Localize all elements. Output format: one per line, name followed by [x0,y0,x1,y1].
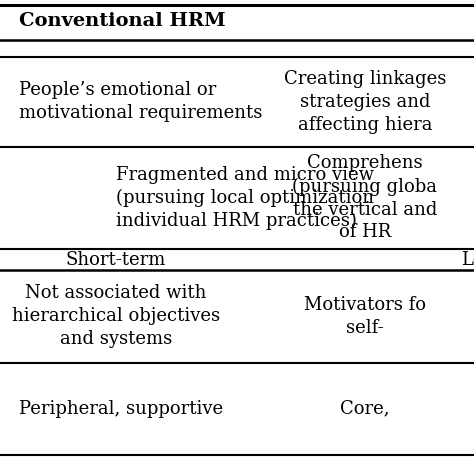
Text: Core,: Core, [340,400,390,418]
Text: Peripheral, supportive: Peripheral, supportive [19,400,223,418]
Text: People’s emotional or
motivational requirements: People’s emotional or motivational requi… [19,82,262,122]
Text: Not associated with
hierarchical objectives
and systems: Not associated with hierarchical objecti… [12,284,220,348]
Text: Creating linkages
strategies and
affecting hiera: Creating linkages strategies and affecti… [284,70,446,134]
Text: Fragmented and micro view
(pursuing local optimization
individual HRM practices): Fragmented and micro view (pursuing loca… [116,165,374,230]
Text: Motivators fo
self-: Motivators fo self- [304,296,426,337]
Text: Lo: Lo [461,251,474,268]
Text: Conventional HRM: Conventional HRM [19,12,226,30]
Text: Comprehens
(pursuing globa
the vertical and
of HR: Comprehens (pursuing globa the vertical … [292,155,438,241]
Text: Short-term: Short-term [66,251,166,268]
